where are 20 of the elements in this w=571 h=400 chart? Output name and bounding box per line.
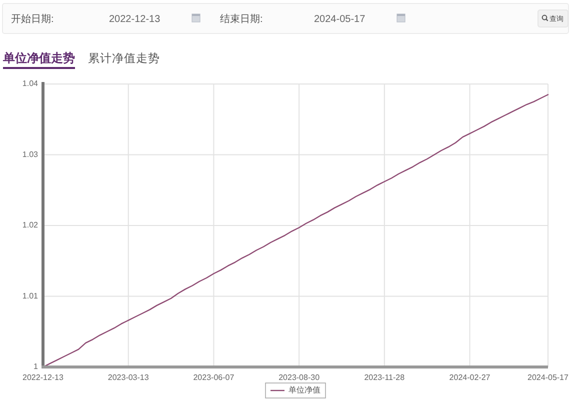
chart-title: 单位净值走势 xyxy=(2,51,75,65)
text: 开始日期: xyxy=(11,13,54,25)
text: 累计净值走势 xyxy=(88,52,160,65)
y-tick-label: 1.01 xyxy=(22,291,39,300)
x-tick-label: 2022-12-13 xyxy=(22,373,64,382)
y-tick-label: 1.03 xyxy=(22,150,39,159)
legend: 单位净值 xyxy=(265,382,326,398)
text: 2024-05-17 xyxy=(314,14,366,25)
y-tick-label: 1.02 xyxy=(22,220,39,230)
x-tick-label: 2024-02-27 xyxy=(449,373,491,382)
x-tick-label: 2024-05-17 xyxy=(528,373,570,382)
text: 结束日期: xyxy=(220,13,263,25)
x-tick-label: 2023-08-30 xyxy=(278,373,320,382)
x-tick-label: 2023-11-28 xyxy=(364,373,406,382)
x-tick-label: 2023-03-13 xyxy=(108,373,150,382)
text: 2022-12-13 xyxy=(109,14,161,25)
x-tick-label: 2023-06-07 xyxy=(193,373,235,382)
y-tick-label: 1 xyxy=(34,362,39,372)
legend-label: 单位净值 xyxy=(288,386,320,395)
y-tick-label: 1.04 xyxy=(22,79,39,88)
